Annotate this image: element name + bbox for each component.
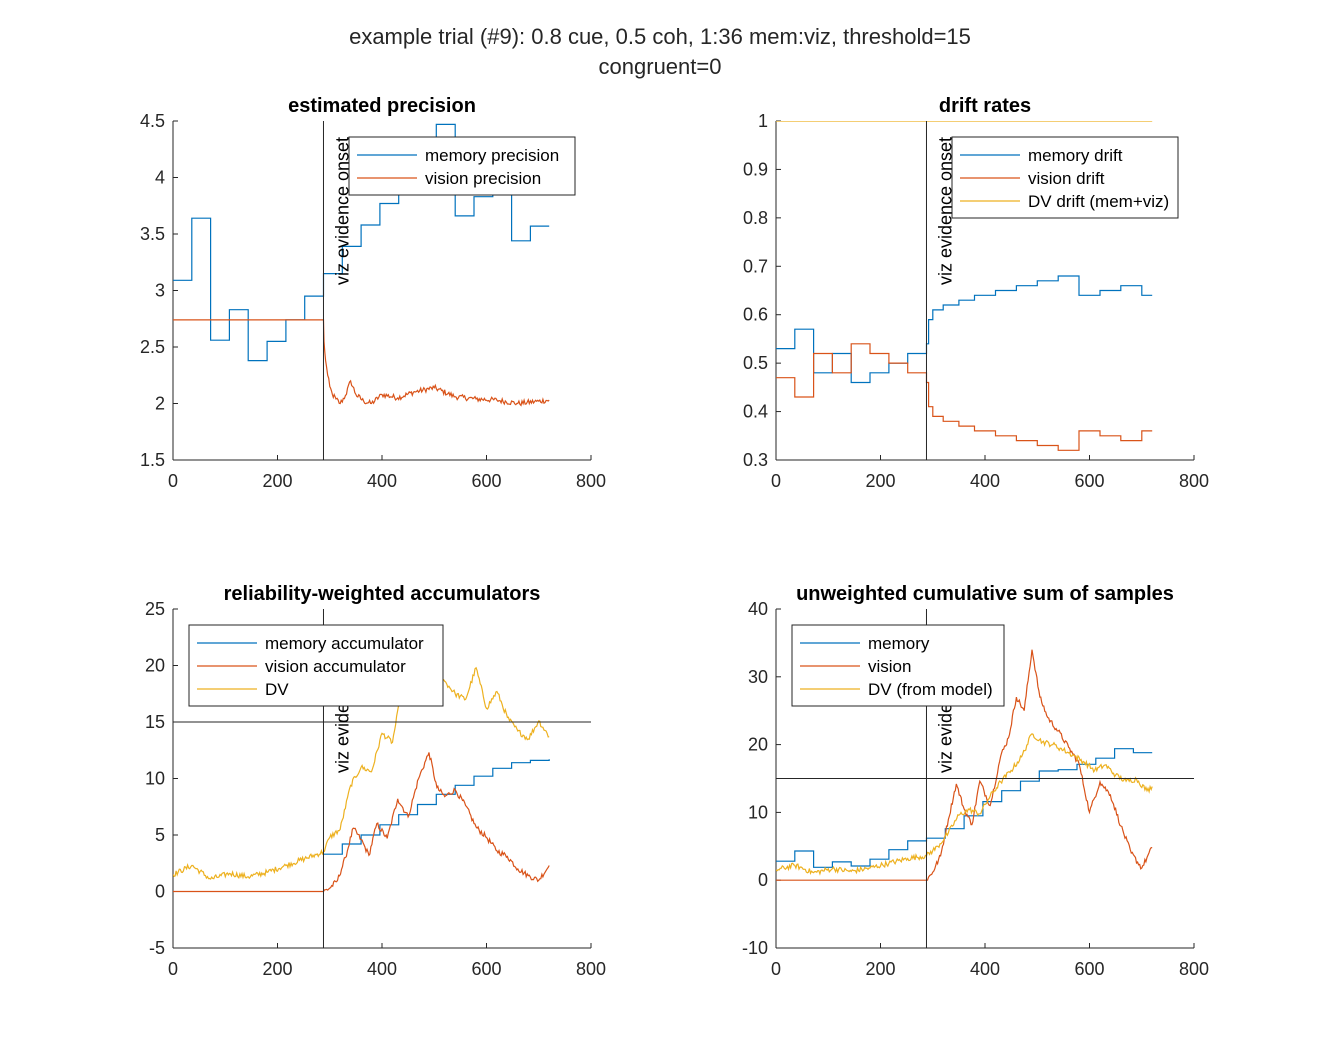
subplot-title: reliability-weighted accumulators <box>224 583 541 605</box>
y-tick-label: 30 <box>748 667 768 687</box>
series-line <box>776 733 1153 876</box>
legend: memory precision vision precision <box>348 136 576 196</box>
x-tick-label: 400 <box>970 471 1000 491</box>
legend-entry: vision drift <box>1028 169 1105 188</box>
y-tick-label: 2 <box>155 394 165 414</box>
y-tick-label: 10 <box>145 769 165 789</box>
y-tick-label: 1.5 <box>140 450 165 470</box>
legend-entry: DV (from model) <box>868 680 993 699</box>
series-line <box>173 752 550 893</box>
y-tick-label: 15 <box>145 712 165 732</box>
x-tick-label: 0 <box>168 959 178 979</box>
plot-area <box>173 121 550 460</box>
x-tick-label: 0 <box>771 471 781 491</box>
y-tick-label: 10 <box>748 802 768 822</box>
x-tick-label: 200 <box>865 471 895 491</box>
x-tick-label: 800 <box>576 471 606 491</box>
x-tick-label: 400 <box>970 959 1000 979</box>
subplot-title: unweighted cumulative sum of samples <box>796 583 1174 605</box>
y-tick-label: 40 <box>748 599 768 619</box>
y-tick-label: 0.6 <box>743 305 768 325</box>
subplot-title: drift rates <box>939 95 1031 117</box>
legend-entry: memory accumulator <box>265 634 424 653</box>
legend-entry: memory <box>868 634 930 653</box>
series-line <box>323 759 550 855</box>
y-tick-label: 0.9 <box>743 159 768 179</box>
y-tick-label: 0.4 <box>743 402 768 422</box>
figure-subtitle: congruent=0 <box>598 54 722 79</box>
x-tick-label: 0 <box>771 959 781 979</box>
legend-entry: DV <box>265 680 289 699</box>
figure-title: example trial (#9): 0.8 cue, 0.5 coh, 1:… <box>349 24 971 49</box>
y-tick-label: 0.5 <box>743 353 768 373</box>
x-tick-label: 400 <box>367 959 397 979</box>
series-line <box>173 648 550 880</box>
series-line <box>173 319 550 407</box>
series-line <box>776 343 1153 451</box>
legend: memory accumulator vision accumulator DV <box>188 624 444 707</box>
legend: memory drift vision drift DV drift (mem+vi… <box>951 136 1179 219</box>
x-tick-label: 800 <box>1179 471 1209 491</box>
y-tick-label: 25 <box>145 599 165 619</box>
y-tick-label: 0 <box>758 870 768 890</box>
subplot-title: estimated precision <box>288 95 476 117</box>
y-tick-label: 3.5 <box>140 224 165 244</box>
x-tick-label: 0 <box>168 471 178 491</box>
x-tick-label: 600 <box>1074 471 1104 491</box>
y-tick-label: 3 <box>155 281 165 301</box>
legend-entry: memory drift <box>1028 146 1123 165</box>
y-tick-label: 4 <box>155 168 165 188</box>
x-tick-label: 600 <box>471 471 501 491</box>
x-tick-label: 400 <box>367 471 397 491</box>
x-tick-label: 800 <box>576 959 606 979</box>
x-tick-label: 600 <box>1074 959 1104 979</box>
x-tick-label: 200 <box>262 471 292 491</box>
series-line <box>173 123 550 362</box>
legend-box <box>348 136 576 196</box>
y-tick-label: 1 <box>758 111 768 131</box>
y-tick-label: -5 <box>149 938 165 958</box>
y-tick-label: 20 <box>145 656 165 676</box>
y-tick-label: 0.3 <box>743 450 768 470</box>
x-tick-label: 200 <box>262 959 292 979</box>
series-line <box>776 649 1153 881</box>
y-tick-label: 2.5 <box>140 337 165 357</box>
subplot-1: estimated precision 0 200 400 600 800 1.5 2 2.5 3… <box>140 95 606 491</box>
legend-entry: vision accumulator <box>265 657 406 676</box>
plot-area <box>776 121 1153 460</box>
y-tick-label: 5 <box>155 825 165 845</box>
legend: memory vision DV (from model) <box>791 624 1005 707</box>
legend-entry: vision <box>868 657 911 676</box>
x-tick-label: 600 <box>471 959 501 979</box>
y-tick-label: 0.8 <box>743 208 768 228</box>
legend-entry: vision precision <box>425 169 541 188</box>
x-tick-label: 200 <box>865 959 895 979</box>
y-tick-label: 0 <box>155 882 165 902</box>
y-tick-label: 4.5 <box>140 111 165 131</box>
y-tick-label: 20 <box>748 735 768 755</box>
legend-entry: memory precision <box>425 146 559 165</box>
x-tick-label: 800 <box>1179 959 1209 979</box>
y-tick-label: -10 <box>742 938 768 958</box>
onset-label: viz evidence onset <box>332 137 352 285</box>
y-tick-label: 0.7 <box>743 256 768 276</box>
plot-area <box>173 609 591 948</box>
onset-label: viz evidence onset <box>935 137 955 285</box>
legend-entry: DV drift (mem+viz) <box>1028 192 1169 211</box>
subplot-2: drift rates 0 200 400 600 800 0.3 0.4 0.5 0.6 0.7 0… <box>743 95 1209 491</box>
